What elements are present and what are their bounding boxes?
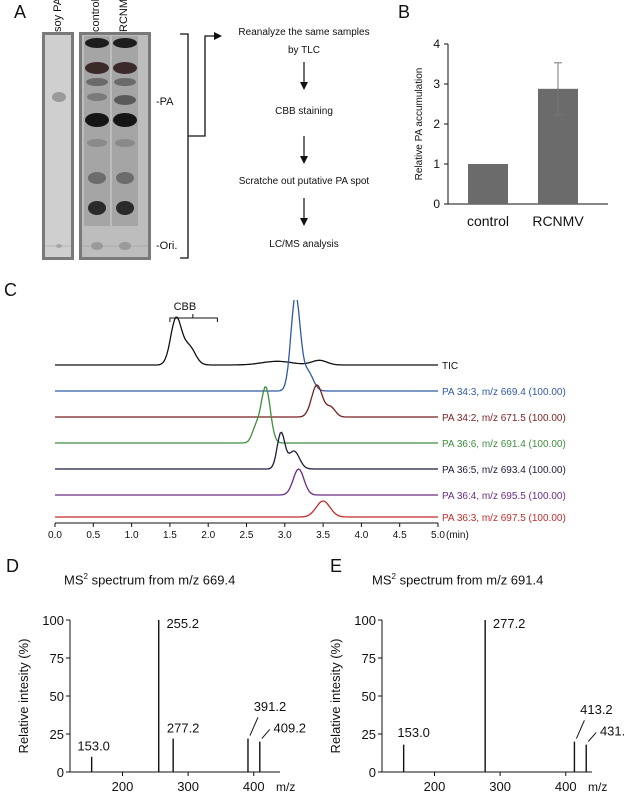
trace-label-2: PA 34:2, m/z 671.5 (100.00)	[442, 413, 566, 424]
lane-label-soy: soy PA	[52, 0, 64, 32]
peak-label-391: 391.2	[254, 699, 287, 714]
trace-line-4	[55, 431, 438, 470]
y-axis-label: Relative intesity (%)	[328, 639, 343, 754]
y-tick-label: 75	[50, 651, 64, 666]
y-tick-label: 75	[362, 651, 376, 666]
marker-pa: -PA	[156, 96, 174, 108]
leader-431	[587, 732, 597, 742]
peak-label-431: 431.2	[600, 724, 624, 739]
y-tick-label: 4	[433, 37, 440, 51]
y-tick-label: 1	[433, 157, 440, 171]
trace-label-6: PA 36:3, m/z 697.5 (100.00)	[442, 513, 566, 524]
tlc-figure	[42, 32, 308, 260]
panel-label-a: A	[14, 2, 27, 22]
panel-label-b: B	[398, 2, 411, 22]
y-axis-label: Relative PA accumulation	[414, 68, 425, 181]
x-tick-label: 3.5	[316, 530, 330, 540]
leader-391	[249, 717, 259, 736]
x-tick-label: 1.5	[163, 530, 177, 540]
y-tick-label: 50	[362, 689, 376, 704]
peak-label-409: 409.2	[274, 720, 307, 735]
y-tick-label: 0	[369, 765, 376, 780]
y-tick-label: 2	[433, 117, 440, 131]
trace-label-4: PA 36:5, m/z 693.4 (100.00)	[442, 465, 566, 476]
flow-step-scratch: Scratche out putative PA spot	[238, 176, 370, 187]
chart-b: 0 1 2 3 4 Relative PA accumulation control RCNM…	[414, 37, 608, 229]
trace-label-1: PA 34:3, m/z 669.4 (100.00)	[442, 387, 566, 398]
y-axis-label: Relative intesity (%)	[16, 639, 31, 754]
lane-label-control: control	[90, 0, 102, 32]
tlc-bracket	[180, 33, 189, 259]
trace-line-3	[55, 386, 438, 444]
spectrum-d-title: MS2 spectrum from m/z 669.4	[64, 572, 236, 588]
x-axis-label: m/z	[588, 780, 607, 794]
spectrum-d: 0 25 50 75 100 200 300 400 m/z Relative intesity …	[16, 613, 307, 794]
x-tick-label: 200	[424, 779, 446, 794]
peak-label-277: 277.2	[493, 616, 526, 631]
x-tick-label: 4.5	[393, 530, 407, 540]
flow-step-tlc: by TLC	[287, 45, 321, 56]
category-label: RCNMV	[532, 213, 584, 229]
trace-line-0	[55, 316, 438, 366]
x-tick-label: 4.0	[354, 530, 368, 540]
cbb-bracket	[169, 317, 218, 322]
peak-label-413: 413.2	[580, 702, 613, 717]
lane-label-rcnmv: RCNMV	[118, 0, 130, 32]
trace-label-3: PA 36:6, m/z 691.4 (100.00)	[442, 439, 566, 450]
trace-line-5	[55, 468, 438, 496]
trace-line-2	[55, 384, 438, 418]
trace-label-0: TIC	[442, 361, 458, 372]
x-tick-label: 0.5	[86, 530, 100, 540]
peak-label-153: 153.0	[397, 725, 430, 740]
x-tick-label: 1.0	[125, 530, 139, 540]
category-label: control	[467, 213, 509, 229]
panel-label-e: E	[330, 556, 343, 576]
peak-label-277: 277.2	[167, 720, 200, 735]
peak-label-153: 153.0	[77, 739, 110, 754]
leader-413	[575, 720, 585, 739]
flow-step-reanalyze: Reanalyze the same samples	[238, 27, 370, 38]
bar-control	[468, 164, 508, 204]
trace-line-1	[55, 300, 438, 392]
x-tick-label: 2.5	[240, 530, 254, 540]
y-tick-label: 0	[433, 197, 440, 211]
peak-label-255: 255.2	[166, 616, 199, 631]
y-tick-label: 25	[362, 727, 376, 742]
panel-label-d: D	[6, 556, 19, 576]
y-tick-label: 0	[57, 765, 64, 780]
x-axis-label: m/z	[276, 780, 295, 794]
flow-connector	[188, 35, 214, 137]
chromatogram-c: TIC PA 34:3, m/z 669.4 (100.00) PA 34:2, m…	[48, 300, 566, 540]
x-tick-label: 2.0	[201, 530, 215, 540]
spectrum-e: 0 25 50 75 100 200 300 400 m/z Relative intesity …	[328, 613, 624, 794]
y-tick-label: 50	[50, 689, 64, 704]
x-tick-label: 0.0	[48, 530, 62, 540]
spectrum-e-title: MS2 spectrum from m/z 691.4	[372, 572, 544, 588]
x-tick-label: 400	[555, 779, 577, 794]
x-tick-label: 5.0	[431, 530, 445, 540]
x-tick-label: 3.0	[278, 530, 292, 540]
x-tick-label: 400	[243, 779, 265, 794]
flow-step-lcms: LC/MS analysis	[269, 239, 339, 250]
trace-label-5: PA 36:4, m/z 695.5 (100.00)	[442, 491, 566, 502]
leader-409	[261, 729, 271, 739]
y-tick-label: 100	[354, 613, 376, 628]
y-tick-label: 25	[50, 727, 64, 742]
x-tick-label: 300	[489, 779, 511, 794]
trace-line-6	[55, 500, 438, 518]
x-tick-label: 200	[112, 779, 134, 794]
x-tick-label: 300	[177, 779, 199, 794]
y-tick-label: 3	[433, 77, 440, 91]
tlc-spots	[85, 38, 137, 250]
marker-origin: -Ori.	[156, 240, 178, 252]
panel-label-c: C	[4, 280, 17, 300]
y-tick-label: 100	[42, 613, 64, 628]
tlc-spot-soy-pa	[52, 92, 66, 102]
cbb-label: CBB	[174, 301, 197, 313]
flow-step-cbb: CBB staining	[275, 106, 333, 117]
x-unit-label: (min)	[446, 530, 469, 540]
